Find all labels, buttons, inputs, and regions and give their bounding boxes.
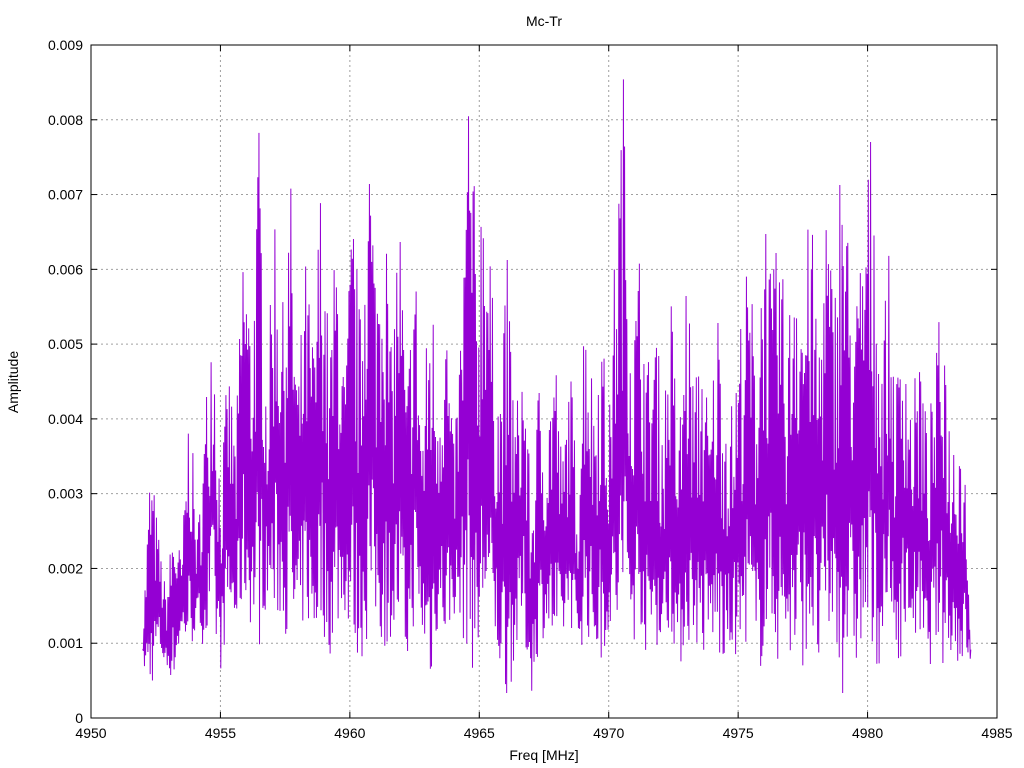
x-tick-label: 4950 [75,725,106,741]
x-tick-label: 4960 [334,725,365,741]
x-tick-labels: 4950 4955 4960 4965 4970 4975 4980 4985 [75,725,1012,741]
series-layer [142,79,972,694]
series-line-amplitude [142,79,972,694]
y-tick-label: 0.006 [48,261,83,277]
x-tick-label: 4975 [723,725,754,741]
x-tick-label: 4970 [593,725,624,741]
x-tick-label: 4955 [205,725,236,741]
y-tick-label: 0 [75,710,83,726]
x-axis-label: Freq [MHz] [509,747,578,763]
y-tick-label: 0.002 [48,560,83,576]
y-tick-label: 0.005 [48,336,83,352]
x-tick-label: 4980 [852,725,883,741]
y-tick-label: 0.007 [48,187,83,203]
axis-ticks [90,44,998,719]
y-tick-label: 0.003 [48,486,83,502]
y-tick-label: 0.004 [48,411,83,427]
y-axis-label: Amplitude [5,351,21,413]
y-tick-label: 0.008 [48,112,83,128]
x-tick-label: 4965 [464,725,495,741]
plot-frame [90,44,998,719]
x-tick-label: 4985 [981,725,1012,741]
chart-title: Mc-Tr [526,13,562,29]
y-tick-label: 0.001 [48,635,83,651]
y-tick-label: 0.009 [48,37,83,53]
y-tick-labels: 0 0.001 0.002 0.003 0.004 0.005 0.006 0.007 0.00… [48,37,83,726]
